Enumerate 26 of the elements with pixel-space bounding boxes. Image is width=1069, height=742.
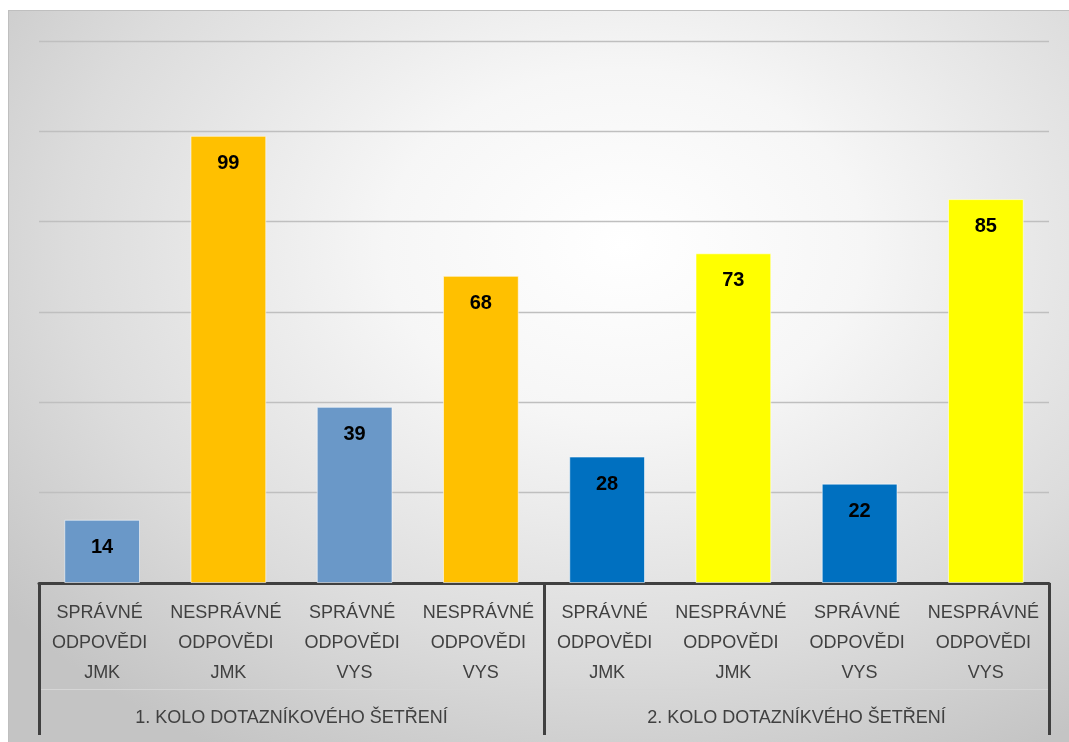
- x-tick-label: NESPRÁVNÉ ODPOVĚDI VYS: [927, 602, 1044, 682]
- data-label: 14: [91, 534, 115, 557]
- bar: [190, 135, 267, 583]
- x-tick-label: SPRÁVNÉ ODPOVĚDI VYS: [809, 602, 910, 682]
- bar: [695, 253, 772, 583]
- x-tick-label: NESPRÁVNÉ ODPOVĚDI JMK: [675, 602, 792, 682]
- data-label: 73: [722, 268, 745, 291]
- data-label: 85: [974, 214, 997, 237]
- bar: [948, 199, 1024, 583]
- x-tick-label: NESPRÁVNÉ ODPOVĚDI JMK: [170, 602, 287, 682]
- data-label: 28: [596, 471, 619, 494]
- bar: [821, 483, 898, 583]
- bar: [443, 275, 519, 583]
- text: 2. KOLO DOTAZNÍKVÉHO ŠETŘENÍ: [647, 706, 946, 727]
- bar: [569, 456, 645, 583]
- x-tick-label: SPRÁVNÉ ODPOVĚDI VYS: [304, 602, 405, 682]
- data-label: 68: [469, 290, 492, 313]
- text: 1. KOLO DOTAZNÍKOVÉHO ŠETŘENÍ: [135, 706, 448, 727]
- bar: [316, 406, 393, 583]
- data-label: 39: [343, 421, 366, 444]
- x-tick-label: SPRÁVNÉ ODPOVĚDI JMK: [52, 602, 153, 682]
- x-tick-label: SPRÁVNÉ ODPOVĚDI JMK: [557, 602, 658, 682]
- data-label: 22: [848, 498, 871, 521]
- bar: [64, 519, 140, 583]
- x-tick-label: NESPRÁVNÉ ODPOVĚDI VYS: [422, 602, 539, 682]
- data-label: 99: [217, 150, 240, 173]
